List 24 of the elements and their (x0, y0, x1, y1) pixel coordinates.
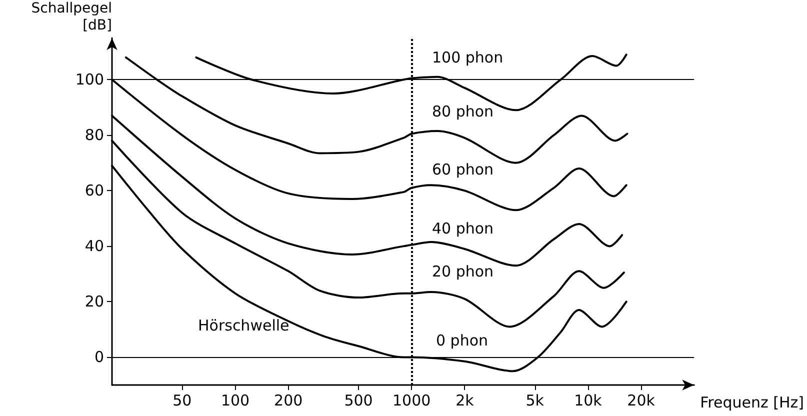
y-tick-label: 40 (84, 237, 104, 256)
annotation: 40 phon (432, 220, 494, 238)
y-tick-label: 80 (84, 126, 104, 144)
annotation: 80 phon (432, 102, 494, 120)
annotation: Hörschwelle (198, 316, 290, 334)
x-tick-label: 2k (456, 392, 474, 410)
x-tick-label: 5k (526, 392, 544, 410)
x-tick-label: 500 (344, 392, 373, 410)
y-tick-label: 20 (84, 292, 104, 311)
annotation: 20 phon (432, 262, 494, 280)
annotation: 0 phon (436, 332, 488, 350)
x-tick-label: 20k (627, 392, 656, 410)
y-tick-label: 60 (84, 182, 104, 200)
x-tick-label: 50 (172, 392, 192, 410)
x-tick-label: 10k (574, 392, 602, 410)
annotation: 100 phon (432, 48, 504, 66)
annotation: 60 phon (432, 160, 494, 178)
x-tick-label: 100 (220, 392, 250, 410)
x-tick-label: 200 (274, 392, 303, 410)
y-axis-title: Schallpegel [dB] (31, 0, 112, 34)
y-tick-label: 100 (75, 70, 104, 89)
x-tick-label: 1000 (392, 392, 431, 410)
y-tick-label: 0 (94, 348, 104, 366)
x-axis-title: Frequenz [Hz] (700, 394, 804, 412)
